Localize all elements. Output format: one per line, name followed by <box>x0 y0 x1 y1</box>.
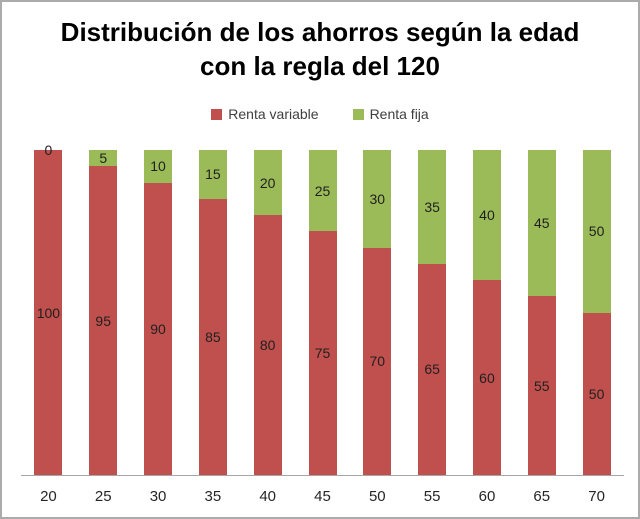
bar-label-renta-variable-35: 85 <box>205 328 221 345</box>
bar-label-renta-fija-55: 35 <box>424 198 440 215</box>
legend-item-renta-variable: Renta variable <box>211 106 319 122</box>
bar-segment-renta-variable-70 <box>582 312 611 475</box>
bar-label-renta-variable-25: 95 <box>95 312 112 329</box>
bar-label-renta-variable-20: 100 <box>36 304 61 321</box>
bar-segment-renta-fija-50 <box>363 150 392 248</box>
x-tick-label-45: 45 <box>314 488 331 505</box>
legend-item-renta-fija: Renta fija <box>352 106 429 122</box>
bar-label-renta-variable-50: 70 <box>369 353 386 370</box>
x-tick-label-65: 65 <box>533 488 551 505</box>
bar-label-renta-fija-25: 5 <box>99 150 108 167</box>
bar-label-renta-variable-40: 80 <box>259 337 276 353</box>
bar-label-renta-fija-30: 10 <box>150 158 166 175</box>
bar-segment-renta-variable-25 <box>89 166 118 475</box>
bar-label-renta-fija-20: 0 <box>44 142 53 158</box>
bar-segment-renta-variable-45 <box>308 231 337 475</box>
x-tick-label-50: 50 <box>368 488 386 505</box>
x-tick-label-35: 35 <box>204 488 222 505</box>
bar-label-renta-variable-45: 75 <box>314 345 331 362</box>
bar-segment-renta-variable-40 <box>253 215 282 475</box>
x-tick-label-25: 25 <box>94 488 112 505</box>
bar-segment-renta-variable-30 <box>144 182 173 475</box>
bar-segment-renta-fija-35 <box>198 150 227 199</box>
bar-label-renta-variable-65: 55 <box>533 377 550 394</box>
legend-label: Renta variable <box>228 106 319 122</box>
x-tick-label-30: 30 <box>149 488 167 505</box>
x-tick-label-60: 60 <box>478 488 496 505</box>
x-tick-label-55: 55 <box>423 488 441 505</box>
bar-segment-renta-variable-65 <box>527 296 556 475</box>
bar-segment-renta-fija-60 <box>472 150 501 280</box>
bar-segment-renta-fija-55 <box>418 150 447 264</box>
bar-label-renta-fija-70: 50 <box>588 223 605 240</box>
bar-label-renta-fija-40: 20 <box>259 174 276 191</box>
legend: Renta variable Renta fija <box>2 106 638 122</box>
bar-segment-renta-fija-40 <box>253 150 282 215</box>
bar-label-renta-fija-45: 25 <box>314 182 331 199</box>
bar-segment-renta-fija-45 <box>308 150 337 232</box>
bar-segment-renta-variable-35 <box>198 198 227 475</box>
bar-segment-renta-fija-30 <box>144 150 173 183</box>
bar-segment-renta-variable-50 <box>363 247 392 475</box>
bar-label-renta-variable-70: 50 <box>588 385 605 402</box>
legend-label: Renta fija <box>369 106 429 122</box>
bar-label-renta-fija-65: 45 <box>533 215 550 232</box>
bar-label-renta-fija-60: 40 <box>479 207 495 223</box>
bar-label-renta-variable-30: 90 <box>150 320 166 337</box>
legend-swatch-icon <box>352 108 364 120</box>
x-tick-label-20: 20 <box>40 488 57 505</box>
bar-label-renta-fija-35: 15 <box>205 166 221 183</box>
bar-label-renta-fija-50: 30 <box>369 190 386 207</box>
bar-segment-renta-fija-70 <box>582 150 611 313</box>
bar-segment-renta-fija-25 <box>89 150 118 167</box>
bar-label-renta-variable-60: 60 <box>479 369 495 386</box>
bar-segment-renta-variable-20 <box>34 150 63 475</box>
x-tick-label-40: 40 <box>259 488 277 505</box>
bar-segment-renta-variable-60 <box>472 280 501 475</box>
x-axis-line <box>21 475 624 476</box>
x-tick-label-70: 70 <box>588 488 605 505</box>
bar-label-renta-variable-55: 65 <box>424 361 440 378</box>
bar-segment-renta-variable-55 <box>418 263 447 475</box>
legend-swatch-icon <box>211 108 223 120</box>
chart-title: Distribución de los ahorros según la eda… <box>60 17 580 82</box>
bar-segment-renta-fija-65 <box>527 150 556 297</box>
